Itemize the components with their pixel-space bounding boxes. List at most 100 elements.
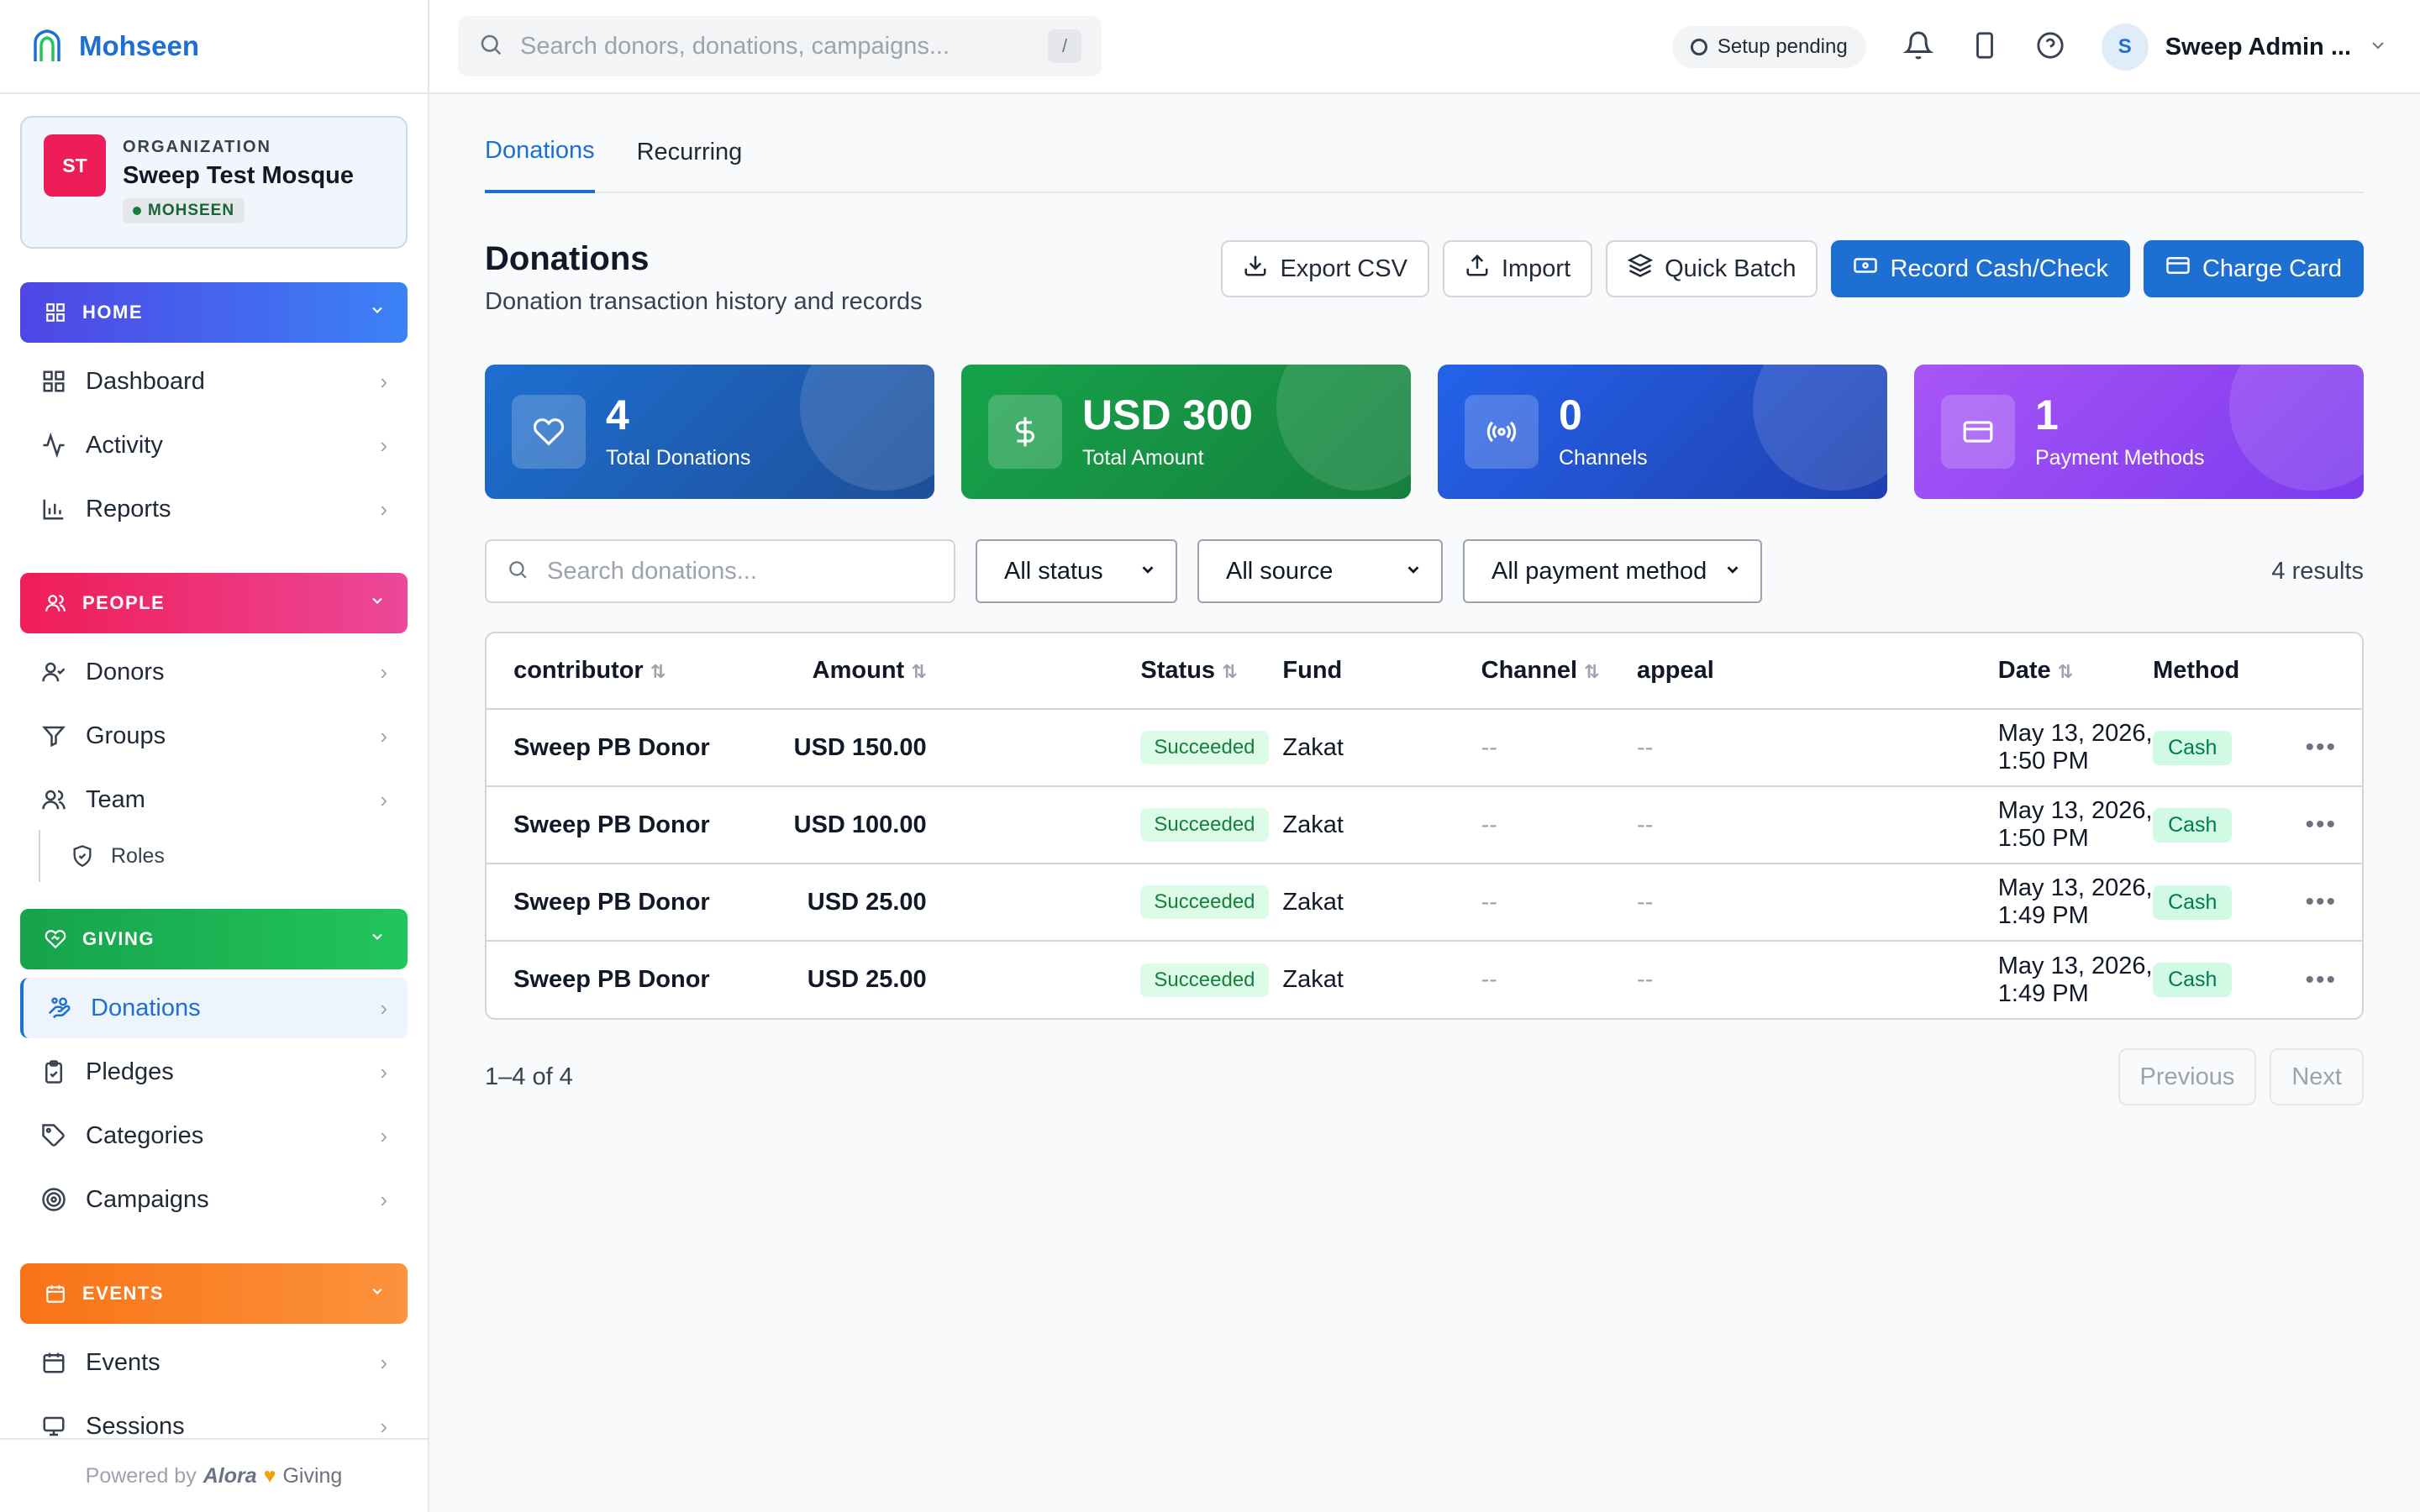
- section-people[interactable]: PEOPLE: [20, 573, 408, 633]
- more-options-icon[interactable]: •••: [2305, 811, 2337, 838]
- org-eyebrow: ORGANIZATION: [123, 138, 271, 156]
- payment-method-filter-select[interactable]: All payment method: [1463, 539, 1762, 603]
- chevron-right-icon: ›: [380, 1186, 387, 1212]
- sidebar-item-activity[interactable]: Activity ›: [20, 415, 408, 475]
- sidebar: Mohseen ST ORGANIZATION Sweep Test Mosqu…: [0, 0, 429, 1512]
- table-row[interactable]: Sweep PB Donor USD 25.00 Succeeded Zakat -- -…: [487, 941, 2362, 1018]
- chevron-right-icon: ›: [380, 1413, 387, 1439]
- export-csv-label: Export CSV: [1280, 255, 1407, 282]
- sidebar-item-reports[interactable]: Reports ›: [20, 479, 408, 539]
- chevron-right-icon: ›: [380, 722, 387, 748]
- sidebar-subitem-roles[interactable]: Roles: [39, 830, 428, 882]
- section-home[interactable]: HOME: [20, 282, 408, 343]
- table-row[interactable]: Sweep PB Donor USD 150.00 Succeeded Zakat --…: [487, 709, 2362, 787]
- chevron-down-icon: [369, 1283, 386, 1305]
- section-events[interactable]: EVENTS: [20, 1263, 408, 1324]
- mobile-icon[interactable]: [1970, 31, 1999, 64]
- cell-channel: --: [1481, 966, 1497, 993]
- method-badge: Cash: [2153, 963, 2233, 997]
- heart-handshake-icon: [42, 926, 69, 953]
- sidebar-item-events[interactable]: Events ›: [20, 1332, 408, 1393]
- chevron-right-icon: ›: [380, 995, 387, 1021]
- search-shortcut-key: /: [1048, 29, 1081, 63]
- export-csv-button[interactable]: Export CSV: [1221, 240, 1429, 297]
- import-label: Import: [1501, 255, 1571, 282]
- broadcast-icon: [1465, 395, 1539, 469]
- chevron-right-icon: ›: [380, 1122, 387, 1148]
- status-badge: Succeeded: [1140, 885, 1269, 919]
- avatar: S: [2101, 24, 2149, 71]
- sidebar-item-donations[interactable]: Donations ›: [20, 978, 408, 1038]
- user-check-icon: [40, 659, 67, 685]
- setup-status-badge[interactable]: Setup pending: [1671, 26, 1866, 68]
- layers-icon: [1627, 253, 1654, 285]
- stat-label: Payment Methods: [2035, 445, 2205, 470]
- cell-amount: USD 150.00: [783, 709, 927, 787]
- org-avatar: ST: [44, 134, 106, 197]
- more-options-icon[interactable]: •••: [2305, 888, 2337, 916]
- search-input[interactable]: Search donors, donations, campaigns...: [520, 32, 950, 60]
- cell-appeal: --: [1636, 786, 1998, 864]
- global-search[interactable]: Search donors, donations, campaigns... /: [458, 16, 1102, 76]
- cell-contributor[interactable]: Sweep PB Donor: [513, 709, 784, 787]
- user-menu[interactable]: S Sweep Admin ...: [2101, 24, 2388, 71]
- sidebar-item-dashboard[interactable]: Dashboard ›: [20, 351, 408, 412]
- sidebar-item-campaigns[interactable]: Campaigns ›: [20, 1169, 408, 1230]
- cell-date: May 13, 2026, 1:50 PM: [1997, 786, 2154, 864]
- sidebar-item-pledges[interactable]: Pledges ›: [20, 1042, 408, 1102]
- cell-fund: Zakat: [1282, 709, 1481, 787]
- status-filter-select[interactable]: All status: [976, 539, 1177, 603]
- download-icon: [1243, 253, 1268, 285]
- column-contributor[interactable]: contributor ⇅: [513, 633, 784, 710]
- chevron-right-icon: ›: [380, 786, 387, 812]
- section-giving[interactable]: GIVING: [20, 909, 408, 969]
- sort-icon: ⇅: [1584, 661, 1600, 682]
- column-date[interactable]: Date ⇅: [1997, 633, 2154, 710]
- circle-icon: [1690, 39, 1707, 55]
- status-badge: Succeeded: [1140, 963, 1269, 997]
- previous-page-button[interactable]: Previous: [2118, 1048, 2257, 1105]
- help-icon[interactable]: [2036, 31, 2065, 64]
- main-content: Search donors, donations, campaigns... /…: [429, 0, 2420, 1512]
- table-row[interactable]: Sweep PB Donor USD 100.00 Succeeded Zakat --…: [487, 786, 2362, 864]
- chevron-down-icon: [1723, 558, 1742, 585]
- import-button[interactable]: Import: [1442, 240, 1593, 297]
- cell-contributor[interactable]: Sweep PB Donor: [513, 864, 784, 942]
- table-row[interactable]: Sweep PB Donor USD 25.00 Succeeded Zakat -- -…: [487, 864, 2362, 942]
- charge-card-button[interactable]: Charge Card: [2143, 240, 2364, 297]
- sidebar-item-donors[interactable]: Donors ›: [20, 642, 408, 702]
- sort-icon: ⇅: [650, 661, 666, 682]
- column-label: Amount: [812, 657, 905, 684]
- column-amount[interactable]: Amount ⇅: [783, 633, 927, 710]
- sidebar-item-groups[interactable]: Groups ›: [20, 706, 408, 766]
- bell-icon[interactable]: [1902, 30, 1934, 65]
- calendar-icon: [40, 1349, 67, 1376]
- donations-search-input[interactable]: Search donations...: [485, 539, 955, 603]
- column-channel[interactable]: Channel ⇅: [1481, 633, 1637, 710]
- next-page-button[interactable]: Next: [2270, 1048, 2364, 1105]
- more-options-icon[interactable]: •••: [2305, 965, 2337, 994]
- sidebar-item-label: Events: [86, 1348, 160, 1376]
- section-people-label: PEOPLE: [82, 592, 166, 613]
- source-filter-select[interactable]: All source: [1197, 539, 1443, 603]
- powered-by-text: Powered by: [85, 1463, 197, 1488]
- org-badge: MOHSEEN: [123, 198, 245, 223]
- organization-switcher[interactable]: ST ORGANIZATION Sweep Test Mosque MOHSEE…: [20, 116, 408, 249]
- sidebar-item-sessions[interactable]: Sessions ›: [20, 1396, 408, 1457]
- brand[interactable]: Mohseen: [0, 0, 428, 94]
- tag-icon: [40, 1122, 67, 1149]
- record-cash-check-button[interactable]: Record Cash/Check: [1831, 240, 2130, 297]
- cell-status: Succeeded: [1140, 864, 1283, 942]
- more-options-icon[interactable]: •••: [2305, 733, 2337, 761]
- sidebar-item-label: Groups: [86, 722, 166, 749]
- activity-icon: [40, 432, 67, 459]
- tab-recurring[interactable]: Recurring: [636, 139, 743, 165]
- quick-batch-button[interactable]: Quick Batch: [1606, 240, 1818, 297]
- tab-donations[interactable]: Donations: [485, 137, 595, 193]
- column-label: Fund: [1282, 657, 1343, 684]
- sidebar-item-categories[interactable]: Categories ›: [20, 1105, 408, 1166]
- column-status[interactable]: Status ⇅: [1140, 633, 1283, 710]
- sidebar-item-team[interactable]: Team ›: [20, 769, 408, 830]
- cell-contributor[interactable]: Sweep PB Donor: [513, 966, 710, 993]
- cell-contributor[interactable]: Sweep PB Donor: [513, 786, 784, 864]
